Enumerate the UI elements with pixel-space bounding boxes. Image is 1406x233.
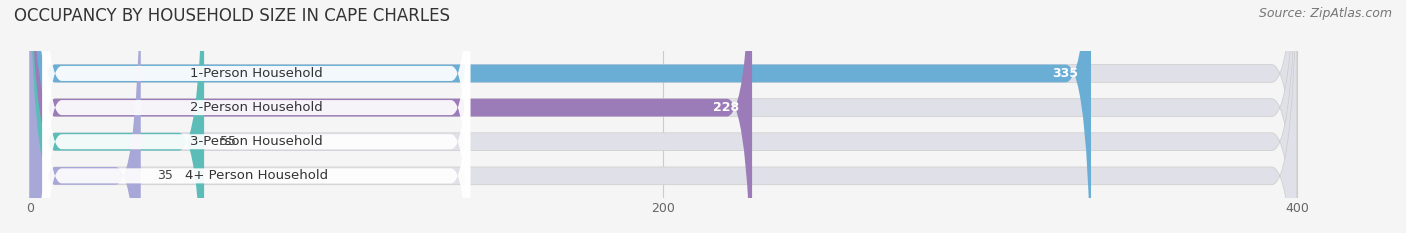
Text: 228: 228 <box>713 101 740 114</box>
FancyBboxPatch shape <box>42 0 470 233</box>
FancyBboxPatch shape <box>30 0 141 233</box>
Text: 3-Person Household: 3-Person Household <box>190 135 323 148</box>
FancyBboxPatch shape <box>42 0 470 233</box>
FancyBboxPatch shape <box>30 0 1296 233</box>
Text: Source: ZipAtlas.com: Source: ZipAtlas.com <box>1258 7 1392 20</box>
Text: 2-Person Household: 2-Person Household <box>190 101 323 114</box>
Text: 35: 35 <box>156 169 173 182</box>
Text: 4+ Person Household: 4+ Person Household <box>184 169 328 182</box>
FancyBboxPatch shape <box>42 0 470 233</box>
FancyBboxPatch shape <box>30 0 1091 233</box>
FancyBboxPatch shape <box>30 0 752 233</box>
FancyBboxPatch shape <box>30 0 1296 233</box>
Text: OCCUPANCY BY HOUSEHOLD SIZE IN CAPE CHARLES: OCCUPANCY BY HOUSEHOLD SIZE IN CAPE CHAR… <box>14 7 450 25</box>
Text: 1-Person Household: 1-Person Household <box>190 67 323 80</box>
FancyBboxPatch shape <box>30 0 204 233</box>
FancyBboxPatch shape <box>42 0 470 233</box>
Text: 55: 55 <box>219 135 236 148</box>
Text: 335: 335 <box>1052 67 1078 80</box>
FancyBboxPatch shape <box>30 0 1296 233</box>
FancyBboxPatch shape <box>30 0 1296 233</box>
